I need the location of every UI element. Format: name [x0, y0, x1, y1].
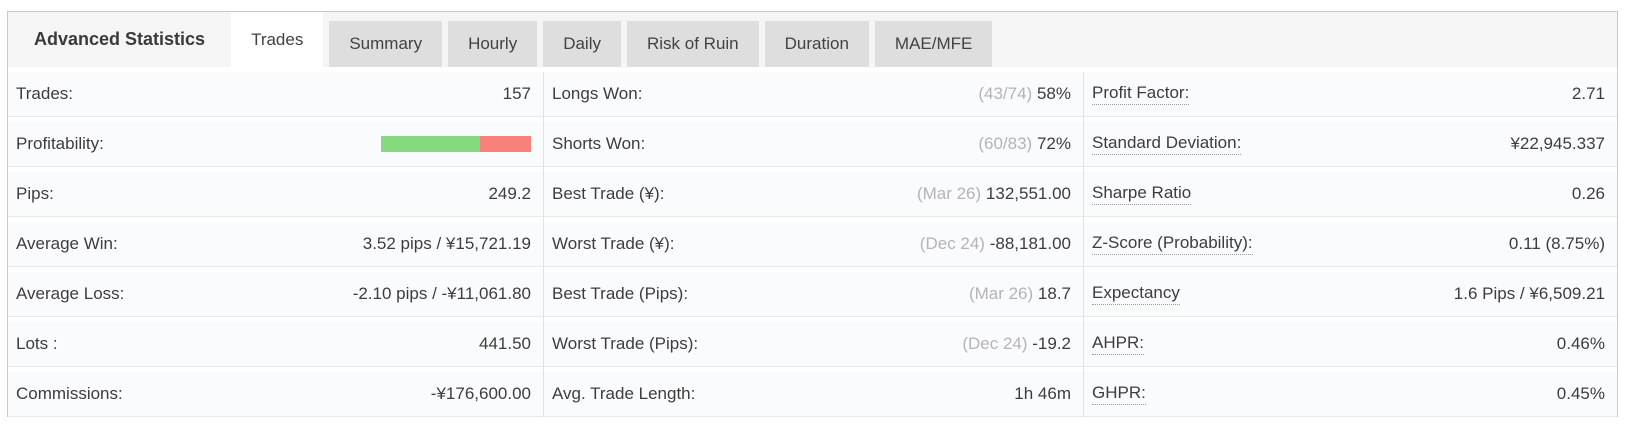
tab-strip: Advanced Statistics Trades Summary Hourly D… — [8, 12, 1617, 67]
stat-label: Profitability: — [16, 134, 104, 153]
stats-column-3: Profit Factor: 2.71 Standard Deviation: ¥22… — [1083, 72, 1617, 417]
stat-row: Pips: 249.2 — [8, 172, 543, 217]
stat-label: Worst Trade (¥): — [552, 234, 675, 253]
stat-row: GHPR: 0.45% — [1084, 372, 1617, 417]
stat-label: Shorts Won: — [552, 134, 646, 153]
tab-mae-mfe[interactable]: MAE/MFE — [874, 21, 993, 67]
stat-value: -2.10 pips / -¥11,061.80 — [352, 284, 531, 303]
stat-row: Lots : 441.50 — [8, 322, 543, 367]
tab-trades[interactable]: Trades — [231, 12, 324, 67]
stat-value: (43/74) 58% — [978, 84, 1071, 104]
stat-value: (Dec 24) -19.2 — [962, 334, 1071, 354]
stat-value: 1h 46m — [1014, 384, 1071, 403]
stat-label-help[interactable]: GHPR: — [1092, 383, 1146, 405]
stats-column-2: Longs Won: (43/74) 58% Shorts Won: (60/83) … — [543, 72, 1083, 417]
tab-summary[interactable]: Summary — [329, 21, 443, 67]
stat-row: Worst Trade (Pips): (Dec 24) -19.2 — [544, 322, 1083, 367]
stat-value: 441.50 — [479, 334, 531, 353]
stat-value-main: -19.2 — [1032, 334, 1071, 353]
stat-row: Longs Won: (43/74) 58% — [544, 72, 1083, 117]
stat-value-muted: (43/74) — [978, 84, 1033, 103]
profitability-bar — [381, 136, 531, 152]
stat-label: Avg. Trade Length: — [552, 384, 696, 403]
stat-label-help[interactable]: AHPR: — [1092, 333, 1144, 355]
stat-label: Best Trade (Pips): — [552, 284, 689, 303]
stat-row: Profit Factor: 2.71 — [1084, 72, 1617, 117]
stat-row: Trades: 157 — [8, 72, 543, 117]
stat-value-muted: (Dec 24) — [962, 334, 1028, 353]
stat-row: Commissions: -¥176,600.00 — [8, 372, 543, 417]
stat-label: Trades: — [16, 84, 74, 103]
stat-value: (Mar 26) 132,551.00 — [917, 184, 1071, 204]
stat-value: 2.71 — [1571, 84, 1605, 103]
stat-row: Shorts Won: (60/83) 72% — [544, 122, 1083, 167]
tab-list: Trades Summary Hourly Daily Risk of Ruin Dura… — [231, 12, 993, 67]
stat-label-help[interactable]: Expectancy — [1092, 283, 1180, 305]
stat-row: AHPR: 0.46% — [1084, 322, 1617, 367]
tab-duration[interactable]: Duration — [764, 21, 869, 67]
widget-title: Advanced Statistics — [34, 29, 206, 49]
stat-label-help[interactable]: Standard Deviation: — [1092, 133, 1242, 155]
stat-value: 249.2 — [488, 184, 531, 203]
stat-label: Pips: — [16, 184, 54, 203]
stat-value-main: -88,181.00 — [989, 234, 1071, 253]
stat-row: Average Win: 3.52 pips / ¥15,721.19 — [8, 222, 543, 267]
stats-column-1: Trades: 157 Profitability: Pips: 249.2 Averag… — [8, 72, 543, 417]
stat-label-help[interactable]: Sharpe Ratio — [1092, 183, 1192, 205]
tab-hourly[interactable]: Hourly — [448, 21, 538, 67]
stat-label: Commissions: — [16, 384, 123, 403]
stat-value: ¥22,945.337 — [1510, 134, 1605, 153]
stat-value: (60/83) 72% — [978, 134, 1071, 154]
stat-label: Longs Won: — [552, 84, 643, 103]
stat-row: Sharpe Ratio 0.26 — [1084, 172, 1617, 217]
stat-value-muted: (Mar 26) — [968, 284, 1034, 303]
stat-value-muted: (Dec 24) — [919, 234, 985, 253]
stat-label: Worst Trade (Pips): — [552, 334, 699, 353]
stat-label: Average Win: — [16, 234, 118, 253]
tab-risk-of-ruin[interactable]: Risk of Ruin — [627, 21, 759, 67]
stat-row: Standard Deviation: ¥22,945.337 — [1084, 122, 1617, 167]
advanced-statistics-widget: Advanced Statistics Trades Summary Hourly D… — [7, 11, 1618, 417]
stat-value: (Dec 24) -88,181.00 — [920, 234, 1071, 254]
stat-row: Z-Score (Probability): 0.11 (8.75%) — [1084, 222, 1617, 267]
tab-daily[interactable]: Daily — [543, 21, 621, 67]
stat-label: Lots : — [16, 334, 58, 353]
stat-value-main: 132,551.00 — [985, 184, 1071, 203]
stat-value: 1.6 Pips / ¥6,509.21 — [1453, 284, 1605, 303]
stat-row: Best Trade (Pips): (Mar 26) 18.7 — [544, 272, 1083, 317]
stat-row: Best Trade (¥): (Mar 26) 132,551.00 — [544, 172, 1083, 217]
stat-value: 0.46% — [1556, 334, 1605, 353]
stat-value: (Mar 26) 18.7 — [969, 284, 1071, 304]
stat-value-muted: (60/83) — [978, 134, 1033, 153]
stat-value: 0.45% — [1556, 384, 1605, 403]
stat-row: Avg. Trade Length: 1h 46m — [544, 372, 1083, 417]
profitability-bar-loss-segment — [480, 136, 531, 152]
stat-value: -¥176,600.00 — [430, 384, 531, 403]
stat-label-help[interactable]: Profit Factor: — [1092, 83, 1190, 105]
profitability-bar-win-segment — [381, 136, 480, 152]
stat-value-main: 58% — [1036, 84, 1071, 103]
stat-value: 157 — [502, 84, 531, 103]
stat-value-muted: (Mar 26) — [916, 184, 982, 203]
stat-row: Profitability: — [8, 122, 543, 167]
stat-label-help[interactable]: Z-Score (Probability): — [1092, 233, 1253, 255]
stat-value-main: 72% — [1036, 134, 1071, 153]
statistics-table: Trades: 157 Profitability: Pips: 249.2 Averag… — [8, 67, 1617, 417]
stat-value-main: 18.7 — [1037, 284, 1071, 303]
stat-label: Best Trade (¥): — [552, 184, 665, 203]
stat-row: Expectancy 1.6 Pips / ¥6,509.21 — [1084, 272, 1617, 317]
stat-value: 0.11 (8.75%) — [1508, 234, 1605, 253]
stat-label: Average Loss: — [16, 284, 125, 303]
stat-row: Average Loss: -2.10 pips / -¥11,061.80 — [8, 272, 543, 317]
stat-row: Worst Trade (¥): (Dec 24) -88,181.00 — [544, 222, 1083, 267]
stat-value: 0.26 — [1571, 184, 1605, 203]
stat-value: 3.52 pips / ¥15,721.19 — [362, 234, 531, 253]
